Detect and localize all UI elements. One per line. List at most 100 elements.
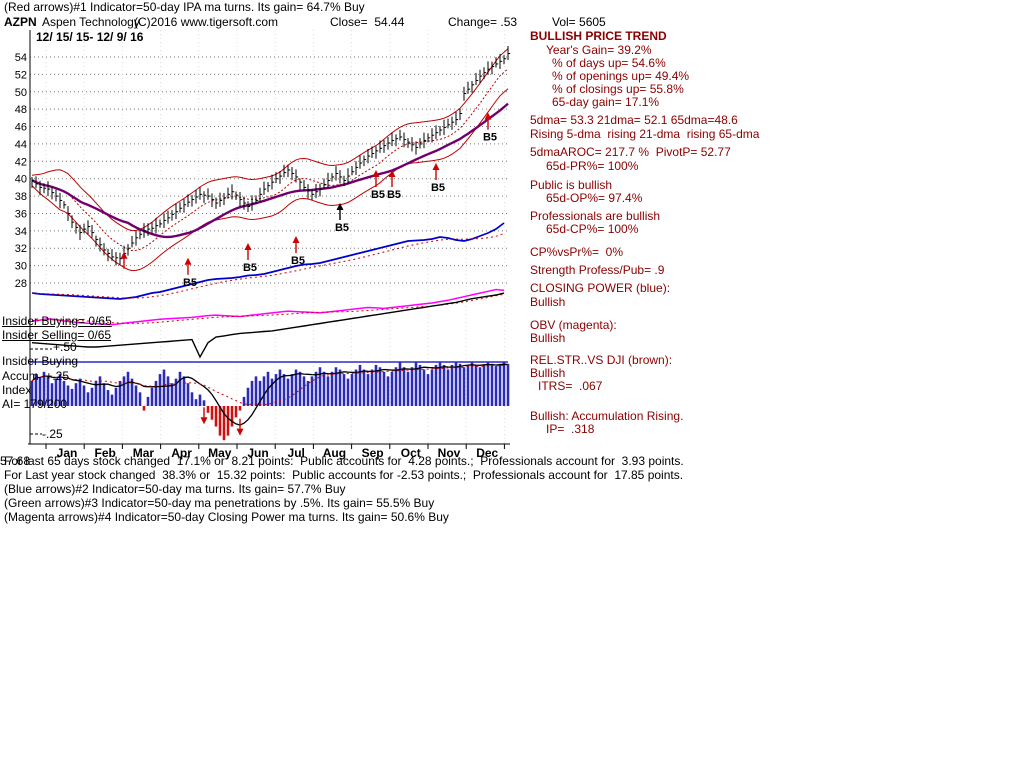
svg-text:Oct: Oct bbox=[401, 446, 421, 460]
insider-buying-label: Insider Buying bbox=[2, 354, 79, 368]
accum-scale-plus25: Accum +.25 bbox=[2, 369, 70, 383]
gain-65day: 65-day gain= 17.1% bbox=[552, 95, 660, 109]
company-name: Aspen Technology bbox=[42, 15, 140, 29]
svg-text:48: 48 bbox=[15, 104, 27, 116]
indicator-4-legend: (Magenta arrows)#4 Indicator=50-day Clos… bbox=[4, 510, 449, 524]
accum-scale-minus25: -.25 bbox=[42, 427, 63, 441]
closing-power-header: CLOSING POWER (blue): bbox=[530, 281, 671, 295]
svg-text:46: 46 bbox=[15, 122, 27, 134]
trend-header: BULLISH PRICE TREND bbox=[530, 29, 667, 43]
pct-closings-up: % of closings up= 55.8% bbox=[552, 82, 684, 96]
price-change: Change= .53 bbox=[448, 15, 518, 29]
svg-text:Dec: Dec bbox=[476, 446, 498, 460]
rel-str-status: Bullish bbox=[530, 366, 566, 380]
accumulation-histogram bbox=[30, 362, 510, 441]
accum-rising-status: Bullish: Accumulation Rising. bbox=[530, 409, 684, 423]
summary-year: For Last year stock changed 38.3% or 15.… bbox=[4, 468, 684, 482]
price-bands bbox=[31, 48, 509, 272]
svg-text:36: 36 bbox=[15, 208, 27, 220]
svg-text:Jan: Jan bbox=[57, 446, 78, 460]
svg-text:38: 38 bbox=[15, 191, 27, 203]
years-gain: Year's Gain= 39.2% bbox=[546, 43, 652, 57]
svg-text:Nov: Nov bbox=[438, 446, 461, 460]
buy-signal-arrow: B5 bbox=[387, 169, 401, 201]
indicator-3-legend: (Green arrows)#3 Indicator=50-day ma pen… bbox=[4, 496, 435, 510]
pct-openings-up: % of openings up= 49.4% bbox=[552, 69, 690, 83]
svg-text:34: 34 bbox=[15, 226, 27, 238]
buy-signal-arrow: B5 bbox=[291, 236, 305, 267]
month-axis: Jan Feb Mar Apr May Jun Jul Aug Sep Oct Nov Dec bbox=[28, 30, 510, 460]
public-status: Public is bullish bbox=[530, 178, 613, 192]
cp-vs-pr: CP%vsPr%= 0% bbox=[530, 245, 624, 259]
accum-index-label: Index bbox=[2, 383, 32, 397]
summary-65day: For last 65 days stock changed 17.1% or … bbox=[4, 454, 684, 468]
buy-signal-arrow: B5 bbox=[335, 203, 349, 234]
copyright-site: (C)2016 www.tigersoft.com bbox=[134, 15, 279, 29]
svg-text:B5: B5 bbox=[291, 255, 305, 267]
insider-buying-count: Insider Buying= 0/65 bbox=[2, 314, 112, 328]
rel-str-header: REL.STR..VS DJI (brown): bbox=[530, 353, 673, 367]
buy-signal-arrow: B5 bbox=[371, 169, 385, 201]
volume: Vol= 5605 bbox=[552, 15, 606, 29]
svg-text:Jun: Jun bbox=[247, 446, 268, 460]
svg-text:Feb: Feb bbox=[95, 446, 116, 460]
svg-text:28: 28 bbox=[15, 278, 27, 290]
svg-text:Apr: Apr bbox=[171, 446, 192, 460]
svg-text:50: 50 bbox=[15, 87, 27, 99]
obv-status: Bullish bbox=[530, 331, 566, 345]
accum-scale-plus50: +.50 bbox=[53, 340, 77, 354]
svg-text:40: 40 bbox=[15, 174, 27, 186]
ip-value: IP= .318 bbox=[546, 422, 595, 436]
itrs-value: ITRS= .067 bbox=[538, 379, 603, 393]
op-pct: 65d-OP%= 97.4% bbox=[546, 191, 643, 205]
ticker-symbol: AZPN bbox=[4, 15, 37, 29]
svg-text:B5: B5 bbox=[387, 189, 401, 201]
close-price: Close= 54.44 bbox=[330, 15, 405, 29]
cp-pct: 65d-CP%= 100% bbox=[546, 222, 639, 236]
price-grid: 54 52 50 48 46 44 42 40 38 36 34 32 30 28 bbox=[15, 30, 508, 443]
pr-pct: 65d-PR%= 100% bbox=[546, 159, 639, 173]
candlestick-series bbox=[31, 46, 511, 266]
pct-days-up: % of days up= 54.6% bbox=[552, 56, 666, 70]
buy-signal-arrow bbox=[120, 251, 128, 269]
svg-text:B5: B5 bbox=[483, 132, 497, 144]
insider-selling-count: Insider Selling= 0/65 bbox=[2, 328, 112, 342]
indicator-2-legend: (Blue arrows)#2 Indicator=50-day ma turn… bbox=[4, 482, 346, 496]
svg-text:42: 42 bbox=[15, 156, 27, 168]
ai-value: AI= 179/200 bbox=[2, 397, 68, 411]
svg-text:32: 32 bbox=[15, 243, 27, 255]
svg-text:Sep: Sep bbox=[362, 446, 384, 460]
sell-signal-arrow bbox=[236, 418, 244, 436]
relative-strength-line bbox=[31, 292, 505, 359]
svg-text:Mar: Mar bbox=[133, 446, 155, 460]
accum-scale-marks bbox=[30, 348, 52, 435]
buy-signal-arrow: B5 bbox=[183, 257, 197, 289]
professionals-status: Professionals are bullish bbox=[530, 209, 661, 223]
buy-signal-arrow: B5 bbox=[483, 112, 497, 144]
obv-line bbox=[31, 288, 505, 326]
strength-ratio: Strength Profess/Pub= .9 bbox=[530, 263, 665, 277]
closing-power-status: Bullish bbox=[530, 295, 566, 309]
svg-text:B5: B5 bbox=[431, 182, 445, 194]
svg-text:52: 52 bbox=[15, 69, 27, 81]
overlap-number: 57.68 bbox=[0, 454, 31, 468]
svg-text:B5: B5 bbox=[183, 277, 197, 289]
obv-header: OBV (magenta): bbox=[530, 318, 617, 332]
svg-text:44: 44 bbox=[15, 139, 27, 151]
svg-text:B5: B5 bbox=[335, 222, 349, 234]
svg-text:Jul: Jul bbox=[288, 446, 305, 460]
rising-dma: Rising 5-dma rising 21-dma rising 65-dma bbox=[530, 127, 760, 141]
buy-signal-arrow: B5 bbox=[431, 163, 445, 194]
svg-text:B5: B5 bbox=[371, 189, 385, 201]
svg-text:Aug: Aug bbox=[323, 446, 346, 460]
indicator-1-legend: (Red arrows)#1 Indicator=50-day IPA ma t… bbox=[4, 0, 365, 14]
aroc-pivot: 5dmaAROC= 217.7 % PivotP= 52.77 bbox=[530, 145, 731, 159]
closing-power-line bbox=[31, 222, 505, 300]
svg-text:30: 30 bbox=[15, 261, 27, 273]
dma-values: 5dma= 53.3 21dma= 52.1 65dma=48.6 bbox=[530, 113, 738, 127]
date-range-label: 12/ 15/ 15- 12/ 9/ 16 bbox=[36, 30, 144, 44]
svg-text:54: 54 bbox=[15, 52, 27, 64]
buy-signal-arrow: B5 bbox=[243, 243, 257, 274]
